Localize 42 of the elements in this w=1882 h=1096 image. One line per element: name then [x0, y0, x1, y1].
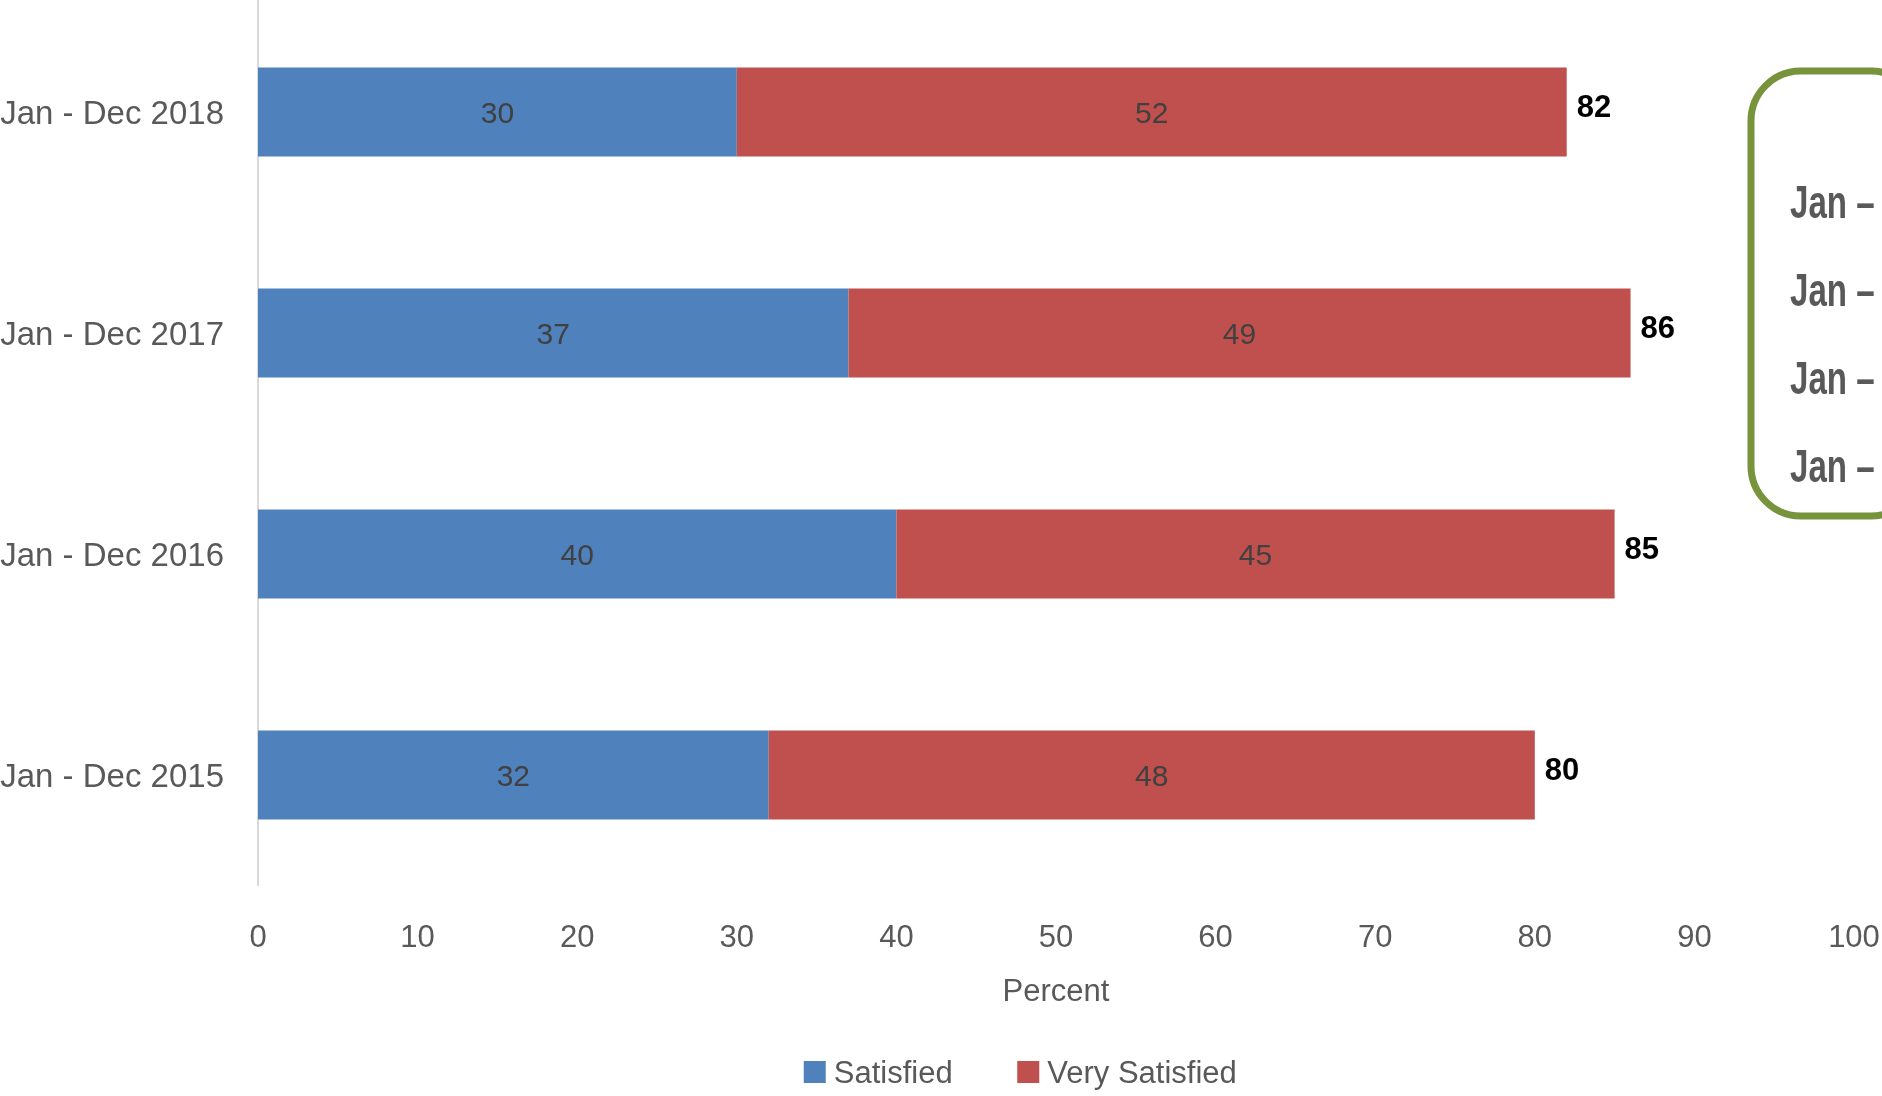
data-label: 52: [1135, 95, 1169, 129]
data-label: 40: [560, 537, 594, 571]
data-label: 30: [480, 95, 515, 129]
x-tick-label: 60: [1198, 918, 1233, 954]
total-label: 82: [1576, 88, 1612, 124]
data-label: 37: [536, 316, 570, 350]
bar: [258, 509, 897, 599]
data-label: 32: [496, 758, 531, 792]
annotation: Jan –: [1790, 352, 1875, 404]
x-tick-label: 70: [1357, 918, 1393, 954]
annotation: Jan –: [1790, 176, 1875, 228]
data-label: 49: [1222, 316, 1257, 350]
bar: [258, 67, 737, 157]
y-tick-label: Jan - Dec 2015: [0, 756, 224, 794]
bar: [768, 730, 1535, 820]
x-tick-label: 0: [249, 918, 267, 954]
x-tick-label: 10: [400, 918, 435, 954]
legend-label: Very Satisfied: [1047, 1054, 1237, 1090]
x-tick-label: 90: [1677, 918, 1712, 954]
x-tick-label: 30: [719, 918, 755, 954]
bar: [848, 288, 1631, 378]
x-tick-label: 20: [559, 918, 595, 954]
y-tick-label: Jan - Dec 2018: [0, 93, 224, 131]
data-label: 45: [1238, 537, 1273, 571]
data-label: 48: [1135, 758, 1169, 792]
x-axis-title: Percent: [1002, 972, 1110, 1008]
annotation: Jan –: [1790, 440, 1875, 492]
x-tick-label: 40: [879, 918, 914, 954]
legend-label: Satisfied: [833, 1054, 953, 1090]
annotation: Jan –: [1790, 264, 1875, 316]
total-label: 86: [1640, 309, 1676, 345]
x-tick-label: 80: [1517, 918, 1553, 954]
bar: [736, 67, 1567, 157]
bar: [258, 730, 769, 820]
total-label: 85: [1624, 530, 1660, 566]
bar: [896, 509, 1615, 599]
x-tick-label: 100: [1828, 918, 1880, 954]
y-tick-label: Jan - Dec 2017: [0, 314, 224, 352]
bar: [258, 288, 849, 378]
y-tick-label: Jan - Dec 2016: [0, 535, 224, 573]
total-label: 80: [1544, 751, 1580, 787]
x-tick-label: 50: [1038, 918, 1074, 954]
